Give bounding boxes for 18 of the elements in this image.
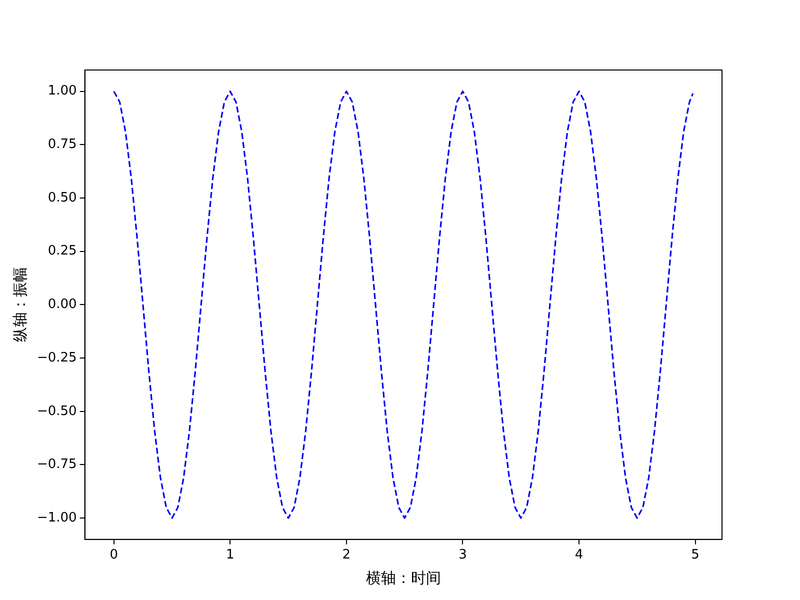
- x-tick-label: 1: [226, 548, 234, 563]
- x-tick-label: 3: [458, 548, 467, 563]
- y-tick-label: −1.00: [36, 510, 77, 526]
- y-tick-label: −0.50: [36, 404, 77, 419]
- line-series: [113, 90, 694, 519]
- y-tick-label: −0.75: [36, 457, 77, 472]
- y-tick-label: 1.00: [48, 84, 77, 99]
- y-tick-label: 0.25: [48, 244, 77, 259]
- y-tick-label: 0.00: [48, 297, 77, 312]
- y-axis-title: 纵轴：振幅: [10, 267, 29, 342]
- y-tick-label: 0.50: [48, 190, 77, 206]
- y-tick-label: 0.75: [48, 137, 77, 152]
- x-tick-label: 2: [342, 548, 351, 563]
- x-tick-label: 0: [110, 548, 118, 563]
- x-tick-label: 4: [574, 548, 584, 563]
- x-tick-label: 5: [691, 548, 700, 563]
- y-tick-label: −0.25: [36, 350, 77, 366]
- x-axis-title: 横轴：时间: [366, 568, 441, 587]
